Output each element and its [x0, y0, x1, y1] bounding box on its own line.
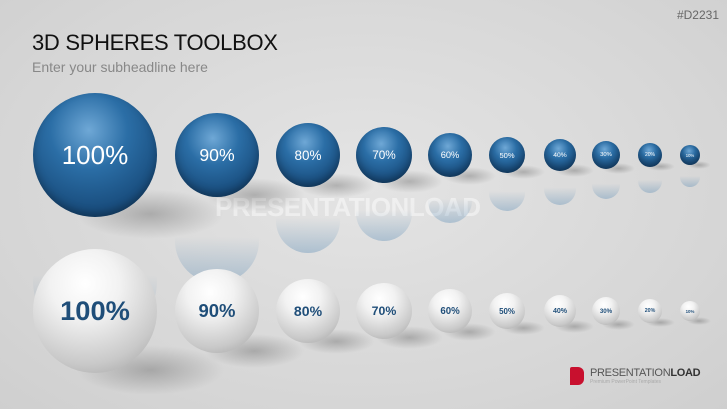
white-sphere[interactable]: 20% — [638, 299, 662, 323]
presentationload-logo: PRESENTATIONLOAD Premium PowerPoint Temp… — [570, 367, 701, 385]
sphere-reflection — [489, 175, 525, 211]
sphere-reflection — [544, 173, 576, 205]
blue-sphere[interactable]: 90% — [175, 113, 259, 197]
sphere-shadow — [601, 318, 636, 330]
logo-name-bold: LOAD — [670, 367, 701, 379]
slide-subheadline[interactable]: Enter your subheadline here — [32, 59, 208, 75]
blue-sphere[interactable]: 80% — [276, 123, 340, 187]
logo-name-light: PRESENTATION — [590, 367, 671, 379]
slide-title[interactable]: 3D SPHERES TOOLBOX — [32, 30, 278, 55]
sphere-shadow — [646, 161, 676, 172]
white-sphere[interactable]: 90% — [175, 269, 259, 353]
sphere-reflection — [680, 167, 700, 187]
sphere-reflection — [356, 185, 412, 241]
blue-sphere[interactable]: 50% — [489, 137, 525, 173]
sphere-reflection — [276, 189, 340, 253]
logo-mark-icon — [570, 367, 584, 385]
sphere-shadow — [646, 317, 676, 328]
blue-sphere[interactable]: 30% — [592, 141, 620, 169]
blue-sphere[interactable]: 70% — [356, 127, 412, 183]
white-sphere[interactable]: 40% — [544, 295, 576, 327]
white-sphere[interactable]: 10% — [680, 301, 700, 321]
sphere-reflection — [592, 171, 620, 199]
blue-sphere[interactable]: 10% — [680, 145, 700, 165]
sphere-shadow — [601, 162, 636, 174]
blue-sphere[interactable]: 60% — [428, 133, 472, 177]
white-sphere[interactable]: 70% — [356, 283, 412, 339]
logo-name: PRESENTATIONLOAD — [590, 367, 701, 379]
white-sphere[interactable]: 30% — [592, 297, 620, 325]
logo-tagline: Premium PowerPoint Templates — [590, 379, 662, 385]
white-sphere[interactable]: 50% — [489, 293, 525, 329]
white-sphere[interactable]: 100% — [33, 249, 157, 373]
slide-code: #D2231 — [676, 8, 719, 22]
blue-sphere[interactable]: 100% — [33, 93, 157, 217]
sphere-shadow — [687, 160, 711, 169]
white-sphere[interactable]: 60% — [428, 289, 472, 333]
watermark: PRESENTATIONLOAD — [215, 192, 481, 222]
sphere-shadow — [687, 316, 711, 325]
blue-sphere[interactable]: 20% — [638, 143, 662, 167]
white-sphere[interactable]: 80% — [276, 279, 340, 343]
blue-sphere[interactable]: 40% — [544, 139, 576, 171]
sphere-reflection — [428, 179, 472, 223]
sphere-reflection — [638, 169, 662, 193]
